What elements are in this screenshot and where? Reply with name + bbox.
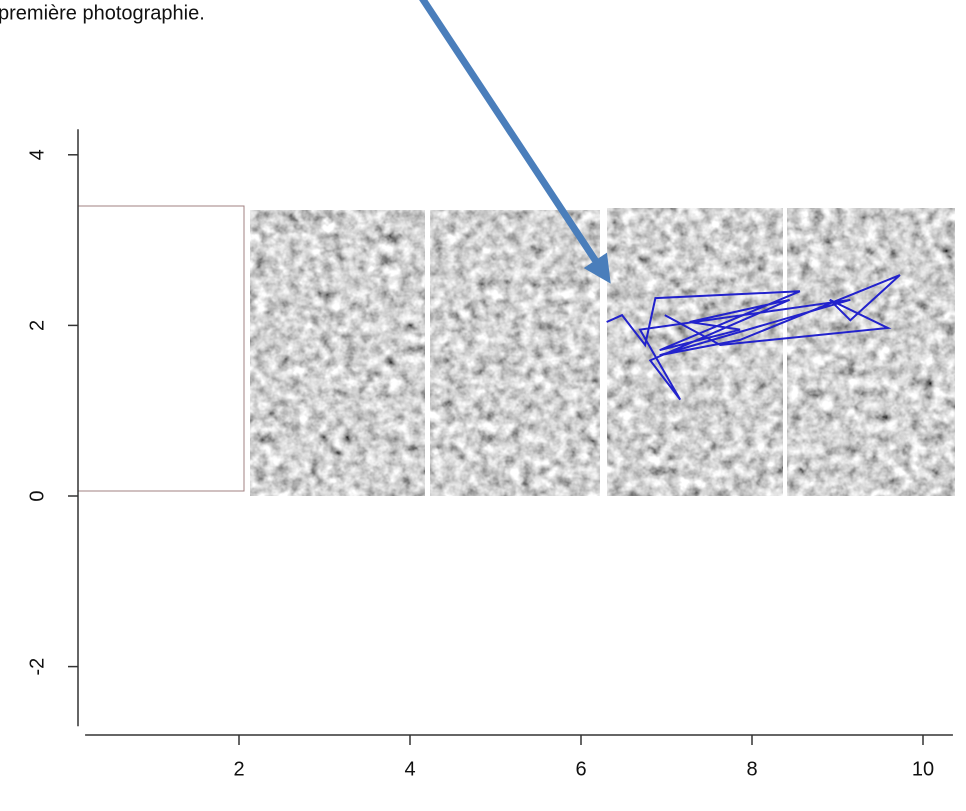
- photo-placeholder: [77, 205, 245, 492]
- photos: [77, 205, 955, 496]
- x-tick-label: 2: [233, 758, 244, 780]
- photo: [430, 210, 600, 496]
- photo: [787, 208, 955, 496]
- y-tick-label: -2: [26, 658, 48, 676]
- photo: [607, 208, 783, 496]
- y-tick-label: 4: [26, 149, 48, 160]
- x-tick-label: 6: [575, 758, 586, 780]
- chart-title: première photographie.: [0, 2, 205, 24]
- y-tick-label: 0: [26, 490, 48, 501]
- x-tick-label: 4: [404, 758, 415, 780]
- photo: [250, 210, 425, 496]
- arrow: [419, 0, 611, 284]
- x-tick-label: 8: [746, 758, 757, 780]
- y-tick-label: 2: [26, 320, 48, 331]
- x-tick-label: 10: [912, 758, 934, 780]
- trace-line: [606, 274, 901, 401]
